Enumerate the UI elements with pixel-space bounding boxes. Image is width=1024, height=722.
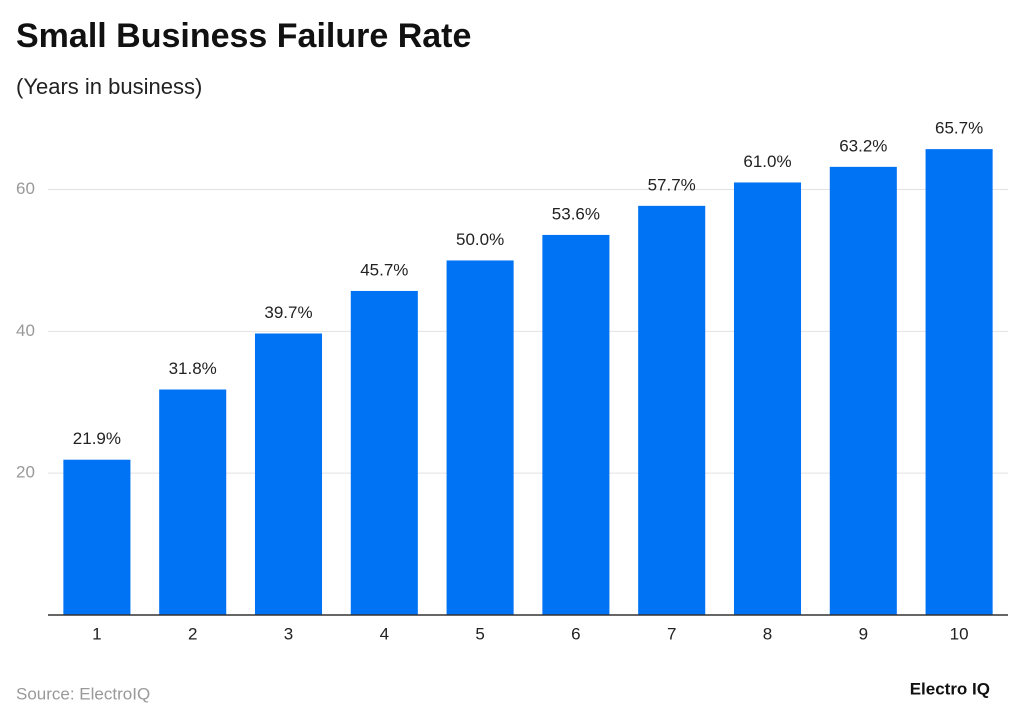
value-label: 65.7% [935, 119, 983, 138]
value-label: 63.2% [839, 136, 887, 155]
value-label: 39.7% [264, 303, 312, 322]
value-label: 61.0% [743, 152, 791, 171]
y-tick-label: 40 [16, 321, 35, 340]
x-tick-label: 9 [859, 624, 868, 643]
x-tick-label: 4 [380, 624, 389, 643]
x-tick-label: 10 [950, 624, 969, 643]
bar [350, 290, 418, 615]
x-tick-label: 2 [188, 624, 197, 643]
x-tick-label: 3 [284, 624, 293, 643]
x-tick-label: 7 [667, 624, 676, 643]
value-label: 45.7% [360, 260, 408, 279]
y-tick-label: 20 [16, 463, 35, 482]
bar [254, 333, 323, 615]
chart-subtitle: (Years in business) [16, 74, 202, 99]
x-tick-label: 8 [763, 624, 772, 643]
value-label: 31.8% [169, 359, 217, 378]
x-tick-label: 1 [92, 624, 101, 643]
chart-title: Small Business Failure Rate [16, 17, 471, 55]
x-tick-label: 5 [475, 624, 484, 643]
bar [638, 205, 706, 615]
bar [63, 459, 131, 615]
bar [542, 234, 610, 615]
bar [925, 149, 993, 616]
value-label: 57.7% [648, 175, 696, 194]
bar [159, 389, 227, 615]
bar [829, 166, 897, 615]
source: Source: ElectroIQ [16, 684, 150, 703]
y-tick-label: 60 [16, 179, 35, 198]
bar [446, 260, 514, 615]
x-tick-label: 6 [571, 624, 580, 643]
value-label: 21.9% [73, 429, 121, 448]
value-label: 50.0% [456, 230, 504, 249]
value-label: 53.6% [552, 204, 600, 223]
brand-logo: Electro IQ [910, 679, 990, 698]
bar [733, 182, 802, 616]
